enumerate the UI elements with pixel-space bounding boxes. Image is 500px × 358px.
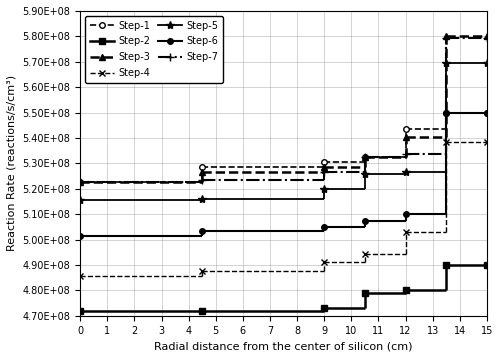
Step-7: [77, 180, 83, 185]
Step-7: [199, 180, 205, 185]
Step-6: [77, 234, 83, 238]
Step-5: [77, 198, 83, 202]
Legend: Step-1, Step-2, Step-3, Step-4, Step-5, Step-6, Step-7: Step-1, Step-2, Step-3, Step-4, Step-5, …: [85, 16, 223, 83]
Y-axis label: Reaction Rate (reactions/s/cm³): Reaction Rate (reactions/s/cm³): [7, 75, 17, 251]
Step-5: [199, 198, 205, 202]
Step-4: [77, 274, 83, 279]
Step-3: [199, 180, 205, 185]
Step-4: [199, 274, 205, 279]
Step-6: [199, 234, 205, 238]
Step-2: [77, 309, 83, 313]
X-axis label: Radial distance from the center of silicon (cm): Radial distance from the center of silic…: [154, 341, 413, 351]
Step-3: [77, 180, 83, 185]
Step-2: [199, 309, 205, 313]
Step-1: [199, 180, 205, 185]
Step-1: [77, 180, 83, 185]
